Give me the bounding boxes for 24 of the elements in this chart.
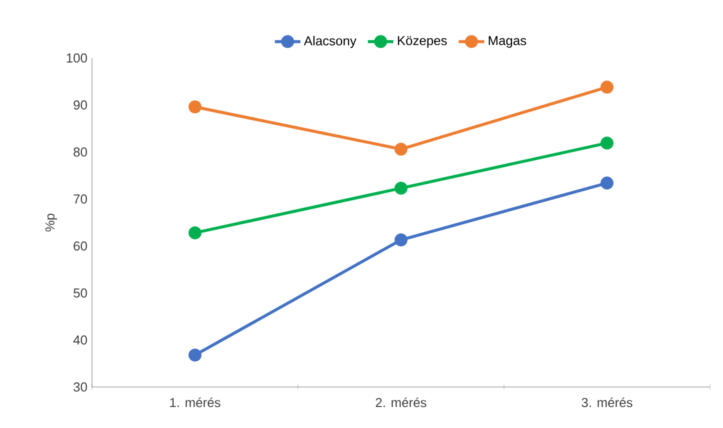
legend-label: Közepes: [398, 36, 447, 48]
point: [188, 100, 202, 114]
y-tick-label: 50: [74, 288, 87, 298]
x-tick-label: 1. mérés: [170, 398, 220, 408]
point: [600, 176, 614, 190]
point: [188, 226, 202, 240]
x-tick-label: 2. mérés: [376, 398, 426, 408]
y-tick-label: 90: [74, 100, 87, 110]
y-tick-label: 60: [74, 241, 87, 251]
point: [394, 182, 408, 195]
y-tick-label: 80: [74, 147, 87, 157]
legend-label: Magas: [488, 36, 526, 48]
y-tick-label: 30: [74, 382, 87, 392]
point: [600, 80, 614, 94]
point: [394, 142, 408, 156]
y-tick-label: 40: [73, 335, 87, 345]
y-axis-title: %p: [45, 214, 58, 232]
y-tick-label: 70: [74, 194, 87, 204]
point: [394, 233, 408, 246]
point: [188, 348, 202, 362]
legend-label: Alacsony: [304, 36, 356, 48]
point: [600, 136, 614, 150]
y-tick-label: 100: [66, 53, 87, 63]
x-tick-label: 3. mérés: [582, 398, 632, 408]
